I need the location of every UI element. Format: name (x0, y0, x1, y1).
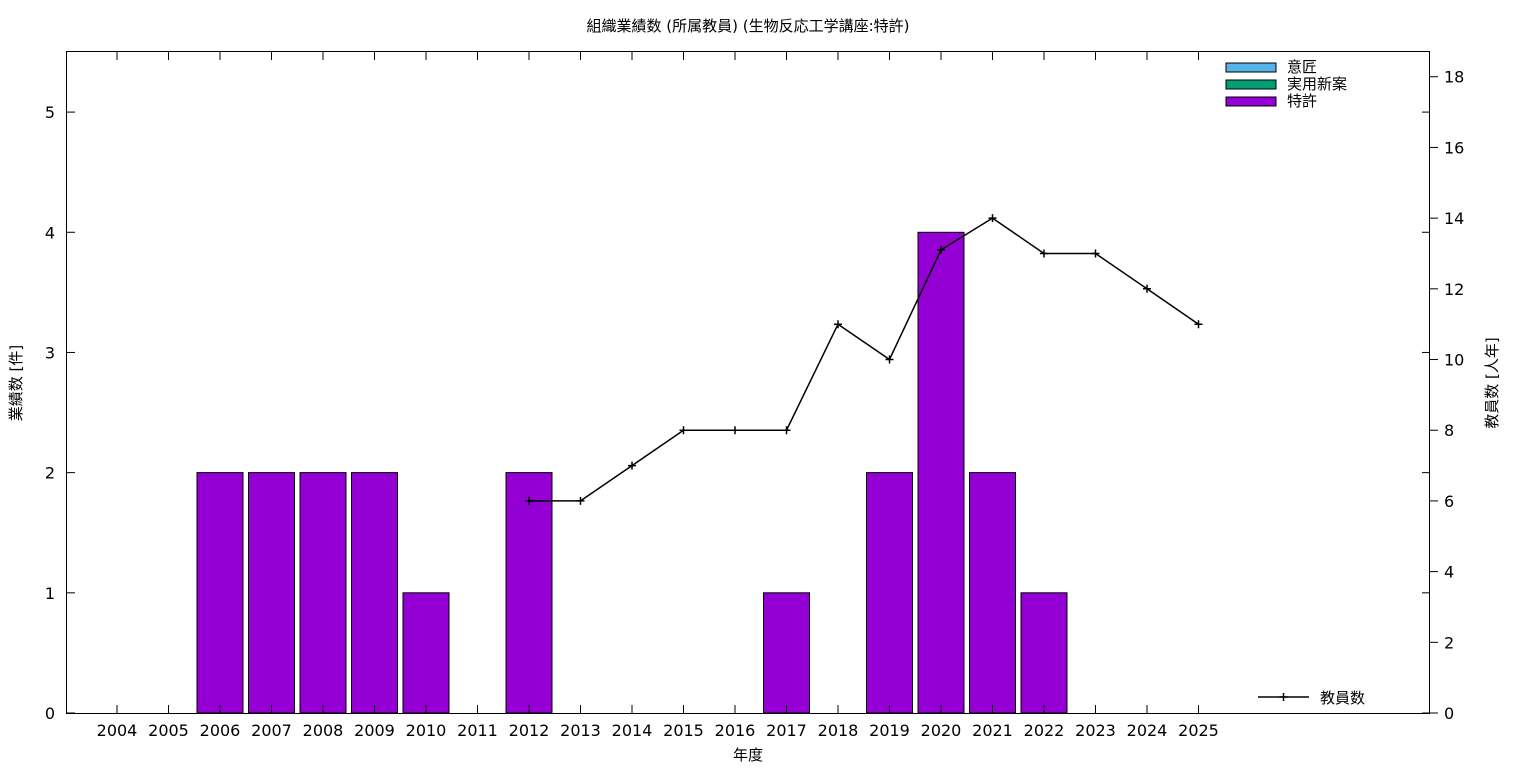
x-tick-label-2016: 2016 (715, 721, 756, 740)
x-tick-label-2019: 2019 (869, 721, 910, 740)
point-2017 (782, 426, 791, 435)
x-tick-label-2015: 2015 (663, 721, 704, 740)
bar-特許-2006 (196, 472, 244, 714)
y2-tick-label-4: 4 (1444, 563, 1454, 582)
point-2013 (576, 496, 585, 505)
point-2021 (988, 214, 997, 223)
bar-特許-2019 (866, 472, 913, 714)
x-tick-label-2006: 2006 (200, 721, 241, 740)
y2-axis-title: 教員数 [人年] (1483, 337, 1501, 428)
x-tick-label-2014: 2014 (612, 721, 653, 740)
x-axis-title: 年度 (733, 746, 763, 764)
point-2025 (1194, 320, 1203, 329)
point-2016 (731, 426, 739, 435)
y2-tick-label-2: 2 (1444, 633, 1454, 652)
point-2019 (885, 355, 894, 364)
y2-tick-label-18: 18 (1444, 68, 1464, 87)
point-2018 (834, 320, 842, 329)
y-axis-title: 業績数 [件] (7, 345, 25, 421)
y-tick-label-2: 2 (45, 464, 55, 483)
legend-label-特許: 特許 (1287, 92, 1317, 110)
y2-tick-label-6: 6 (1444, 492, 1454, 511)
legend-label-意匠: 意匠 (1287, 58, 1317, 76)
y2-tick-label-10: 10 (1444, 351, 1464, 370)
x-tick-label-2010: 2010 (406, 721, 447, 740)
y2-tick-label-16: 16 (1444, 138, 1464, 157)
x-tick-label-2013: 2013 (560, 721, 601, 740)
legend-label-教員数: 教員数 (1320, 689, 1365, 707)
x-tick-label-2012: 2012 (509, 721, 550, 740)
point-2023 (1091, 249, 1100, 258)
point-2014 (628, 461, 636, 470)
bar-特許-2022 (1020, 592, 1068, 714)
point-2015 (679, 426, 688, 435)
y2-tick-label-14: 14 (1444, 209, 1464, 228)
y-tick-label-0: 0 (45, 704, 55, 723)
bar-特許-2021 (969, 472, 1016, 714)
y2-tick-label-0: 0 (1444, 704, 1454, 723)
y-tick-label-5: 5 (45, 103, 55, 122)
legend-swatch-実用新案 (1225, 79, 1277, 90)
legend-swatch-特許 (1225, 96, 1277, 107)
point-2024 (1143, 284, 1151, 293)
legend-marker-教員数 (1279, 693, 1288, 701)
legend-swatch-意匠 (1225, 62, 1277, 73)
chart-title: 組織業績数 (所属教員) (生物反応工学講座:特許) (586, 17, 909, 35)
x-tick-label-2009: 2009 (354, 721, 395, 740)
x-tick-label-2017: 2017 (766, 721, 807, 740)
x-tick-label-2021: 2021 (972, 721, 1013, 740)
point-2012 (525, 496, 533, 505)
legend-label-実用新案: 実用新案 (1287, 75, 1347, 93)
x-tick-label-2011: 2011 (457, 721, 498, 740)
x-tick-label-2008: 2008 (303, 721, 344, 740)
bar-特許-2020 (917, 231, 965, 714)
bar-特許-2008 (299, 472, 347, 714)
y-tick-label-4: 4 (45, 223, 55, 242)
x-tick-label-2007: 2007 (251, 721, 292, 740)
point-2020 (937, 245, 945, 254)
x-tick-label-2004: 2004 (97, 721, 138, 740)
line-教員数 (529, 217, 1199, 502)
x-tick-label-2025: 2025 (1178, 721, 1219, 740)
x-tick-label-2023: 2023 (1075, 721, 1116, 740)
bar-特許-2007 (248, 472, 295, 714)
line-layer (525, 214, 1203, 505)
point-2022 (1040, 249, 1048, 258)
bar-特許-2017 (763, 592, 810, 714)
y2-tick-label-8: 8 (1444, 421, 1454, 440)
bar-特許-2009 (351, 472, 398, 714)
x-tick-label-2005: 2005 (148, 721, 189, 740)
bars-layer (196, 231, 1068, 714)
x-tick-label-2018: 2018 (818, 721, 859, 740)
bar-特許-2010 (402, 592, 450, 714)
plot-frame (66, 51, 1430, 714)
y-tick-label-3: 3 (45, 343, 55, 362)
y-tick-label-1: 1 (45, 584, 55, 603)
bar-特許-2012 (505, 472, 553, 714)
x-tick-label-2022: 2022 (1024, 721, 1065, 740)
y2-tick-label-12: 12 (1444, 280, 1464, 299)
x-tick-label-2024: 2024 (1127, 721, 1168, 740)
ticks-layer (67, 52, 1438, 714)
x-tick-label-2020: 2020 (921, 721, 962, 740)
